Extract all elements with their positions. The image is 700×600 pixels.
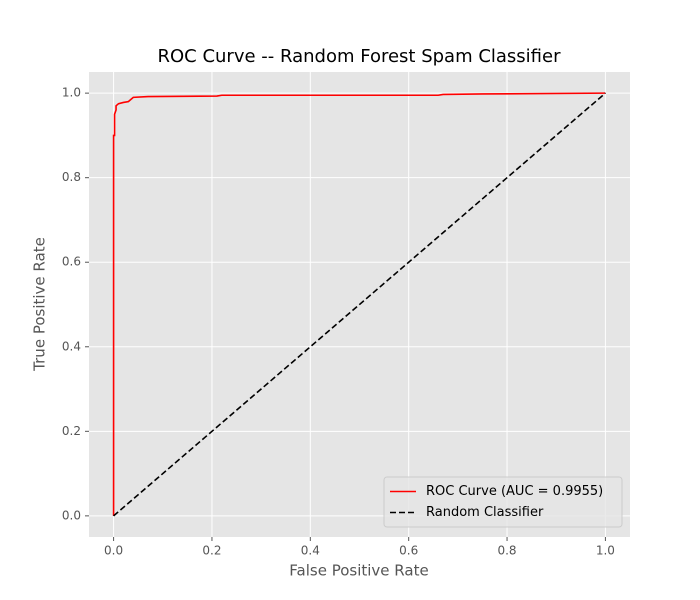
y-axis-label: True Positive Rate — [31, 237, 49, 372]
x-tick-label: 1.0 — [596, 544, 615, 558]
legend-label: Random Classifier — [426, 505, 544, 520]
x-tick-label: 0.6 — [399, 544, 418, 558]
series-line — [113, 92, 606, 517]
legend-box — [383, 476, 623, 528]
x-tick-label: 0.0 — [104, 544, 123, 558]
x-tick-label: 0.2 — [202, 544, 221, 558]
y-tick-label: 0.6 — [62, 255, 81, 269]
x-tick-label: 0.4 — [301, 544, 320, 558]
y-tick-label: 0.0 — [62, 508, 81, 522]
legend-label: ROC Curve (AUC = 0.9955) — [426, 484, 603, 499]
y-tick-label: 0.2 — [62, 424, 81, 438]
chart-title: ROC Curve -- Random Forest Spam Classifi… — [157, 46, 561, 67]
y-tick-label: 1.0 — [62, 86, 81, 100]
x-axis-label: False Positive Rate — [289, 562, 428, 580]
x-tick-label: 0.8 — [497, 544, 516, 558]
y-tick-label: 0.8 — [62, 170, 81, 184]
y-tick-label: 0.4 — [62, 339, 81, 353]
series-line — [112, 92, 606, 516]
